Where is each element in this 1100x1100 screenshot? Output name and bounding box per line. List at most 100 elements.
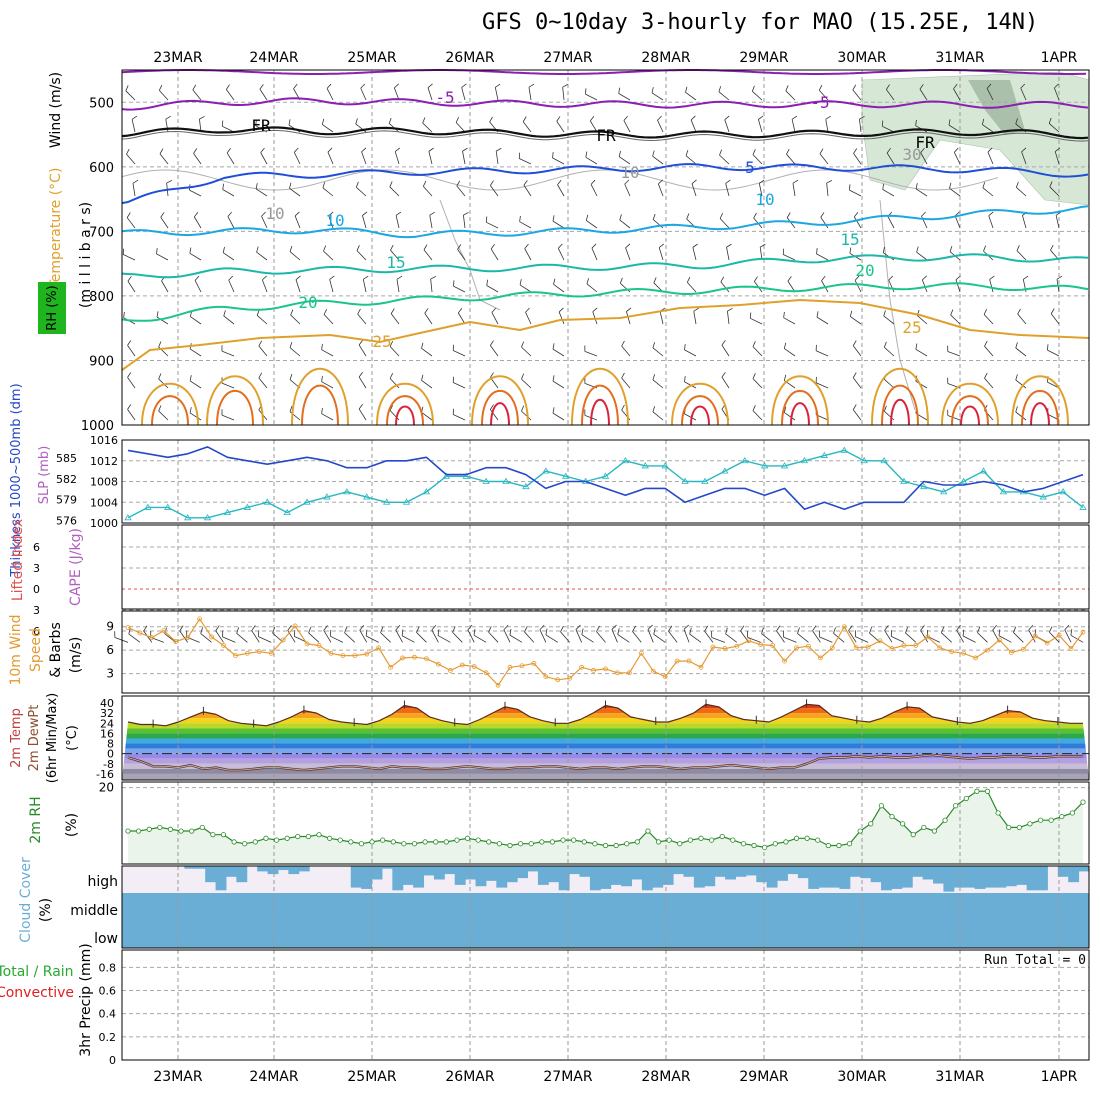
date-label-bottom: 30MAR	[837, 1069, 886, 1085]
date-label-top: 24MAR	[249, 50, 298, 66]
cloud-high-bar	[267, 866, 279, 875]
wind-barb	[462, 151, 466, 165]
wind-barb	[193, 148, 198, 154]
slp-marker	[343, 488, 351, 495]
wind-barb	[226, 84, 230, 90]
wind10-barb	[539, 624, 545, 630]
wind10-barb	[632, 625, 636, 632]
wind-barb	[816, 248, 818, 254]
rh-marker	[475, 837, 481, 843]
warm-contour	[951, 395, 989, 426]
wind10-marker	[1056, 632, 1062, 638]
wind-barb	[156, 253, 169, 261]
wind-barb	[684, 376, 686, 382]
wind-barb	[853, 148, 858, 154]
wind10-barb	[855, 636, 869, 643]
wind10-marker	[388, 664, 394, 670]
slp-marker	[542, 467, 550, 474]
wind10-marker	[865, 644, 871, 650]
wind-barb	[326, 83, 332, 89]
wind-barb	[724, 115, 730, 121]
wind-barb	[625, 243, 631, 249]
thickness-ylabel: Thickness 1000~500mb (dm)	[9, 383, 24, 577]
wind-barb	[883, 310, 886, 317]
wind-barb	[783, 374, 787, 381]
wind10-barb	[905, 632, 917, 643]
rh-units-ylabel: (%)	[64, 813, 80, 837]
wind-barb	[322, 187, 334, 197]
wind-barb	[652, 411, 664, 421]
wind-barb	[585, 88, 587, 95]
rh-marker	[560, 837, 566, 843]
wind-barb	[552, 375, 555, 382]
wind-barb	[228, 275, 234, 281]
wind10-marker	[412, 654, 417, 660]
wind-barb	[623, 120, 631, 133]
wind-barb	[552, 343, 555, 350]
rh-marker	[390, 839, 396, 845]
rh-marker	[571, 837, 577, 843]
cloud-high-bar	[454, 866, 466, 885]
wind10-barb	[431, 624, 437, 631]
wind10-marker	[555, 677, 561, 683]
wind-barb	[886, 89, 895, 101]
cloud-high-bar	[735, 866, 747, 877]
rh-marker	[825, 842, 831, 849]
rh-marker	[273, 837, 280, 843]
rh-frame	[121, 781, 1090, 865]
wind-barb	[720, 276, 725, 283]
cloud-high-bar	[433, 866, 445, 880]
wind-barb	[915, 380, 928, 389]
wind-barb	[453, 285, 466, 293]
wind-barb	[819, 90, 829, 101]
temperature-contour	[121, 163, 1089, 205]
wind10-marker	[662, 674, 668, 680]
wind-barb	[222, 183, 225, 190]
wind-barb	[166, 180, 173, 184]
wind10-barb	[329, 629, 332, 637]
cloud-high-bar	[725, 866, 736, 880]
cloud-high-bar	[381, 866, 393, 869]
wind10-marker	[292, 623, 298, 629]
wind-barb	[221, 414, 235, 421]
wind-barb	[1017, 313, 1027, 325]
wind-barb	[126, 148, 130, 155]
wind10-barb	[401, 635, 415, 643]
wind-barb	[887, 216, 895, 229]
wind10-barb	[545, 628, 548, 635]
temp-ytick: 16	[100, 727, 114, 740]
wind10-barb	[740, 625, 745, 632]
wind-barb	[758, 183, 763, 197]
wind-barb	[585, 214, 589, 221]
thickness-ytick: 585	[56, 452, 77, 465]
cloud-high-bar	[714, 866, 726, 877]
wind10-barb	[905, 626, 909, 634]
wind10-barb	[1013, 632, 1024, 643]
wind-barb	[394, 147, 401, 152]
wind10-barb	[833, 633, 845, 643]
wind-barb	[1015, 379, 1027, 389]
cloud-mid-low-fill	[122, 893, 1089, 948]
wind-barb	[156, 316, 169, 325]
wind-barb	[1049, 181, 1053, 187]
wind-barb	[624, 179, 630, 185]
wind-barb	[519, 158, 532, 165]
wind-barb	[921, 279, 928, 293]
wind-barb	[226, 89, 235, 101]
slp-marker	[502, 477, 510, 484]
wind-barb	[619, 277, 623, 284]
wind10-marker	[722, 646, 728, 651]
wind-barb	[585, 151, 588, 158]
wind10-barb	[1064, 629, 1072, 643]
wind-barb	[954, 147, 959, 153]
wind-barb	[127, 340, 132, 346]
wind-barb	[882, 189, 895, 197]
warm-contour	[941, 382, 999, 426]
wind10-barb	[977, 626, 981, 633]
rh-marker	[783, 839, 789, 845]
cloud-high-bar	[215, 866, 227, 891]
cloud-high-bar	[1016, 866, 1028, 885]
wind10-marker	[1068, 646, 1074, 651]
wind10-barb	[956, 625, 961, 631]
rh-marker	[146, 826, 152, 832]
